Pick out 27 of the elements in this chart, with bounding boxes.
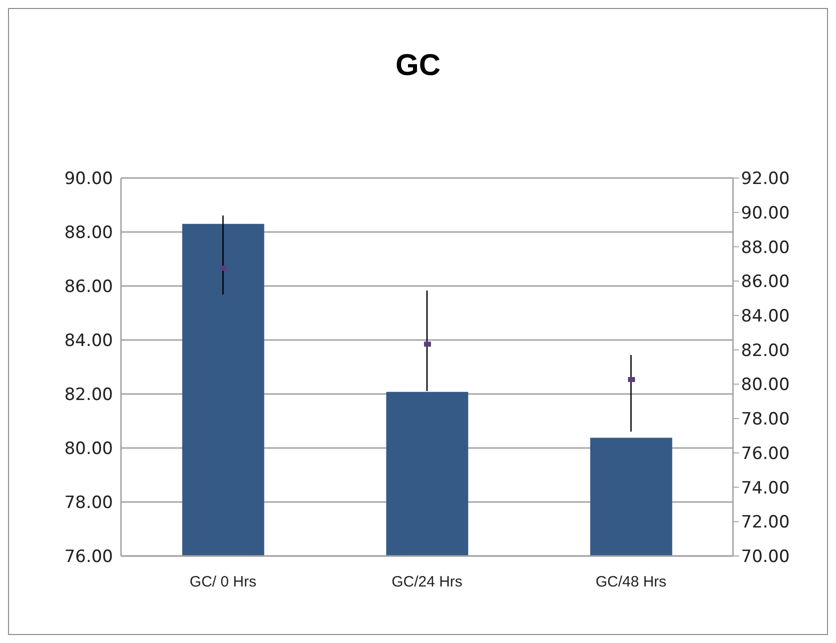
y2-tick-label: 84.00 — [741, 306, 790, 326]
y-tick-label: 76.00 — [64, 547, 113, 568]
y2-tick-label: 72.00 — [741, 512, 790, 533]
y-tick-label: 86.00 — [64, 277, 113, 298]
y-tick-label: 84.00 — [64, 331, 113, 352]
y-tick-label: 82.00 — [64, 385, 113, 406]
y2-tick-label: 70.00 — [741, 547, 790, 568]
point — [220, 266, 227, 271]
y-tick-label: 88.00 — [64, 223, 113, 244]
y2-tick-label: 80.00 — [741, 375, 790, 396]
y2-tick-label: 88.00 — [741, 238, 790, 258]
x-tick-label: GC/48 Hrs — [596, 574, 666, 591]
y-tick-label: 90.00 — [64, 169, 113, 190]
y2-tick-label: 86.00 — [741, 272, 790, 292]
y-tick-label: 80.00 — [64, 439, 113, 460]
y2-tick-label: 78.00 — [741, 410, 790, 430]
y2-tick-label: 82.00 — [741, 340, 790, 361]
chart-title: GC — [394, 49, 442, 83]
y2-tick-label: 74.00 — [741, 478, 790, 498]
y2-tick-label: 92.00 — [741, 169, 790, 190]
point — [424, 342, 431, 347]
y-tick-label: 78.00 — [64, 493, 113, 514]
x-tick-label: GC/ 0 Hrs — [190, 574, 256, 591]
point — [628, 377, 635, 382]
y2-tick-label: 76.00 — [741, 444, 790, 464]
x-tick-label: GC/24 Hrs — [392, 574, 462, 591]
y2-tick-label: 90.00 — [741, 203, 790, 224]
